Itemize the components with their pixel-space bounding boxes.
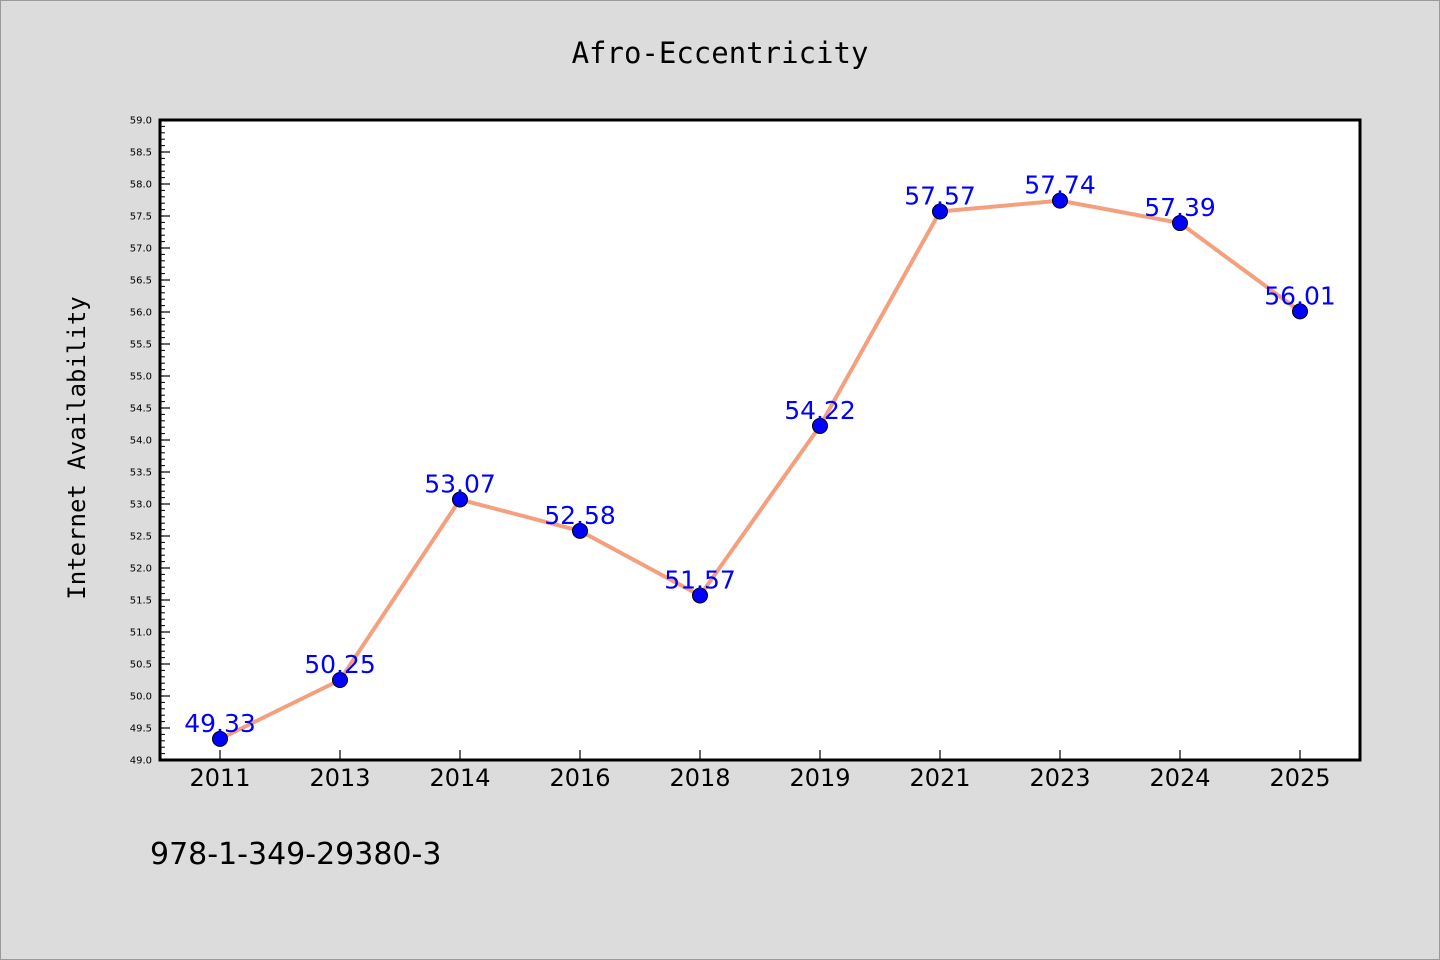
data-point <box>1052 192 1068 209</box>
y-tick-label: 57.0 <box>130 244 152 255</box>
data-label: 49.33 <box>184 709 256 738</box>
data-point <box>1172 215 1188 232</box>
x-tick-label: 2011 <box>189 764 250 792</box>
y-axis-ticks: 49.0 49.5 50.0 50.5 51.0 51.5 52.0 52.5 53.0 53.5… <box>130 116 170 767</box>
data-point <box>572 522 588 539</box>
data-label: 57.39 <box>1144 193 1216 222</box>
chart-title: Afro-Eccentricity <box>572 36 869 70</box>
y-tick-label: 50.0 <box>130 692 152 703</box>
y-tick-label: 58.5 <box>130 148 152 159</box>
data-labels: 49.33 50.25 53.07 52.58 51.57 54.22 57.57 57.74… <box>184 171 1336 738</box>
x-tick-label: 2016 <box>549 764 610 792</box>
y-tick-label: 51.5 <box>130 596 152 607</box>
y-tick-label: 50.5 <box>130 660 152 671</box>
y-tick-label: 52.5 <box>130 532 152 543</box>
y-tick-label: 55.0 <box>130 372 152 383</box>
x-tick-label: 2019 <box>789 764 850 792</box>
x-axis-ticks: 2011 2013 2014 2016 2018 2019 2021 2023 2024 2025 <box>189 750 1331 792</box>
data-point <box>1292 303 1308 320</box>
y-tick-label: 54.5 <box>130 404 152 415</box>
y-tick-label: 55.5 <box>130 340 152 351</box>
y-tick-label: 54.0 <box>130 436 152 447</box>
x-tick-label: 2025 <box>1269 764 1330 792</box>
data-point <box>812 417 828 434</box>
y-tick-label: 56.5 <box>130 276 152 287</box>
series-line <box>219 198 1302 741</box>
y-tick-label: 53.5 <box>130 468 152 479</box>
data-label: 56.01 <box>1264 281 1336 310</box>
data-point <box>332 672 348 688</box>
data-point <box>692 587 708 604</box>
x-tick-label: 2021 <box>909 764 970 792</box>
y-tick-label: 58.0 <box>130 180 152 191</box>
data-point <box>932 203 948 220</box>
y-tick-label: 49.5 <box>130 724 152 735</box>
x-tick-label: 2018 <box>669 764 730 792</box>
footer-isbn: 978-1-349-29380-3 <box>150 837 441 872</box>
x-tick-label: 2023 <box>1029 764 1090 792</box>
data-label: 54.22 <box>784 396 856 425</box>
x-tick-label: 2014 <box>429 764 490 792</box>
y-tick-label: 57.5 <box>130 212 152 223</box>
y-tick-label: 59.0 <box>130 116 152 127</box>
data-label: 53.07 <box>424 470 496 499</box>
data-point <box>212 730 228 747</box>
x-tick-label: 2024 <box>1149 764 1210 792</box>
y-tick-label: 56.0 <box>130 308 152 319</box>
y-tick-label: 52.0 <box>130 564 152 575</box>
data-point <box>452 491 468 508</box>
y-axis-label: Internet Availability <box>63 296 91 599</box>
data-markers <box>212 192 1308 747</box>
y-tick-label: 53.0 <box>130 500 152 511</box>
data-label: 57.74 <box>1024 171 1096 200</box>
x-tick-label: 2013 <box>309 764 370 792</box>
data-label: 57.57 <box>904 182 976 211</box>
y-tick-label: 51.0 <box>130 628 152 639</box>
data-label: 51.57 <box>664 566 736 595</box>
plot-border <box>158 118 1362 762</box>
data-label: 50.25 <box>304 650 376 679</box>
data-label: 52.58 <box>544 501 616 530</box>
y-tick-label: 49.0 <box>130 756 152 767</box>
